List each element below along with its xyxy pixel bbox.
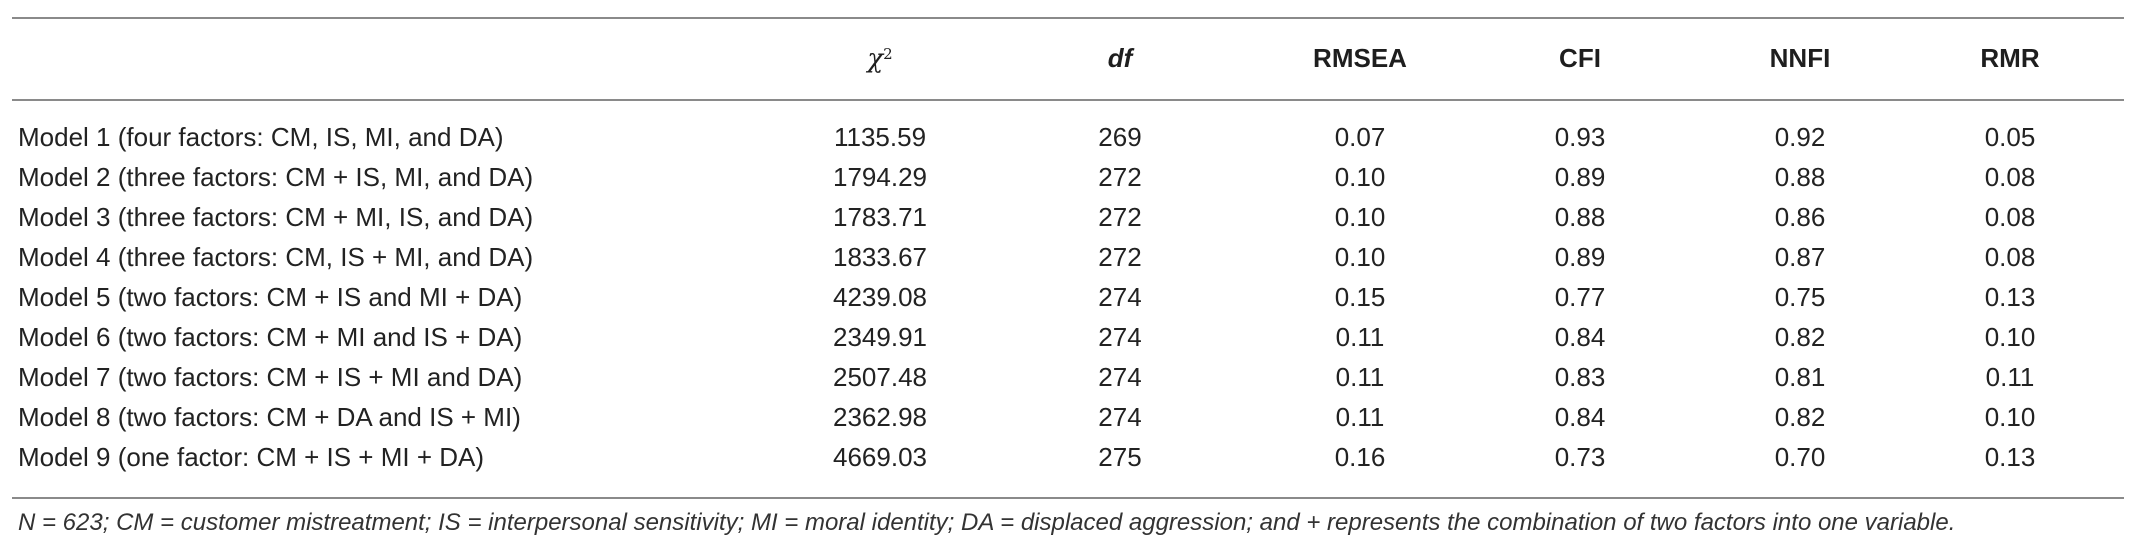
header-df: df [1107, 43, 1133, 73]
nnfi-value: 0.81 [1774, 362, 1826, 392]
cfi-value: 0.77 [1554, 282, 1606, 312]
rmr-value: 0.08 [1984, 202, 2036, 232]
table-footnote: N = 623; CM = customer mistreatment; IS … [18, 509, 1956, 536]
nnfi-value: 0.82 [1774, 322, 1826, 352]
chi-square-value: 1794.29 [833, 162, 927, 192]
cfi-value: 0.83 [1554, 362, 1606, 392]
model-label: Model 9 (one factor: CM + IS + MI + DA) [18, 442, 485, 472]
rmr-value: 0.13 [1984, 442, 2036, 472]
rmsea-value: 0.07 [1334, 122, 1386, 152]
nnfi-value: 0.70 [1774, 442, 1826, 472]
df-value: 269 [1098, 122, 1142, 152]
header-cfi: CFI [1559, 43, 1601, 73]
chi-square-value: 1833.67 [833, 242, 927, 272]
header-nnfi: NNFI [1769, 43, 1831, 73]
table-row: Model 2 (three factors: CM + IS, MI, and… [0, 157, 2136, 197]
chi-square-value: 1135.59 [833, 122, 927, 152]
chi-square-value: 2507.48 [833, 362, 927, 392]
nnfi-value: 0.87 [1774, 242, 1826, 272]
rmsea-value: 0.11 [1335, 362, 1385, 392]
rmsea-value: 0.10 [1334, 202, 1386, 232]
nnfi-value: 0.82 [1774, 402, 1826, 432]
nnfi-value: 0.88 [1774, 162, 1826, 192]
cfi-value: 0.93 [1554, 122, 1606, 152]
rmr-value: 0.11 [1985, 362, 2035, 392]
chi-square-value: 1783.71 [833, 202, 927, 232]
table-row: Model 7 (two factors: CM + IS + MI and D… [0, 357, 2136, 397]
table-row: Model 4 (three factors: CM, IS + MI, and… [0, 237, 2136, 277]
rmr-value: 0.08 [1984, 162, 2036, 192]
chi-square-value: 4669.03 [833, 442, 927, 472]
model-label: Model 3 (three factors: CM + MI, IS, and… [18, 202, 534, 232]
rmr-value: 0.10 [1984, 402, 2036, 432]
chi-square-value: 4239.08 [833, 282, 927, 312]
chi-square-value: 2349.91 [833, 322, 927, 352]
cfi-value: 0.84 [1554, 402, 1606, 432]
df-value: 275 [1098, 442, 1142, 472]
rmr-value: 0.13 [1984, 282, 2036, 312]
df-value: 274 [1098, 402, 1142, 432]
df-value: 274 [1098, 322, 1142, 352]
model-label: Model 6 (two factors: CM + MI and IS + D… [18, 322, 523, 352]
df-value: 272 [1098, 202, 1142, 232]
header-rmr: RMR [1980, 43, 2040, 73]
nnfi-value: 0.75 [1774, 282, 1826, 312]
rmr-value: 0.10 [1984, 322, 2036, 352]
rmr-value: 0.05 [1984, 122, 2036, 152]
cfi-value: 0.89 [1554, 162, 1606, 192]
df-value: 274 [1098, 282, 1142, 312]
table-row: Model 5 (two factors: CM + IS and MI + D… [0, 277, 2136, 317]
table-bottom-rule [12, 497, 2124, 499]
chi-square-value: 2362.98 [833, 402, 927, 432]
header-rmsea: RMSEA [1313, 43, 1407, 73]
table-row: Model 1 (four factors: CM, IS, MI, and D… [0, 117, 2136, 157]
model-label: Model 2 (three factors: CM + IS, MI, and… [18, 162, 534, 192]
table-row: Model 8 (two factors: CM + DA and IS + M… [0, 397, 2136, 437]
model-label: Model 1 (four factors: CM, IS, MI, and D… [18, 122, 504, 152]
rmsea-value: 0.11 [1335, 402, 1385, 432]
chi-superscript: 2 [883, 45, 893, 63]
df-value: 272 [1098, 242, 1142, 272]
df-value: 272 [1098, 162, 1142, 192]
nnfi-value: 0.92 [1774, 122, 1826, 152]
rmsea-value: 0.11 [1335, 322, 1385, 352]
table-row: Model 3 (three factors: CM + MI, IS, and… [0, 197, 2136, 237]
cfi-value: 0.84 [1554, 322, 1606, 352]
table-row: Model 6 (two factors: CM + MI and IS + D… [0, 317, 2136, 357]
header-model [18, 38, 778, 78]
cfi-value: 0.88 [1554, 202, 1606, 232]
header-chi-square: χ2 [780, 38, 980, 78]
rmsea-value: 0.10 [1334, 162, 1386, 192]
table-row: Model 9 (one factor: CM + IS + MI + DA) … [0, 437, 2136, 477]
table-top-rule [12, 17, 2124, 19]
table-header-row: χ2 df RMSEA CFI NNFI RMR [0, 38, 2136, 78]
df-value: 274 [1098, 362, 1142, 392]
rmsea-value: 0.10 [1334, 242, 1386, 272]
rmsea-value: 0.16 [1334, 442, 1386, 472]
model-label: Model 8 (two factors: CM + DA and IS + M… [18, 402, 521, 432]
chi-symbol: χ [867, 44, 884, 74]
cfi-value: 0.89 [1554, 242, 1606, 272]
cfi-value: 0.73 [1554, 442, 1606, 472]
model-label: Model 4 (three factors: CM, IS + MI, and… [18, 242, 534, 272]
table-header-rule [12, 99, 2124, 101]
nnfi-value: 0.86 [1774, 202, 1826, 232]
rmsea-value: 0.15 [1334, 282, 1386, 312]
rmr-value: 0.08 [1984, 242, 2036, 272]
model-label: Model 5 (two factors: CM + IS and MI + D… [18, 282, 523, 312]
model-label: Model 7 (two factors: CM + IS + MI and D… [18, 362, 523, 392]
